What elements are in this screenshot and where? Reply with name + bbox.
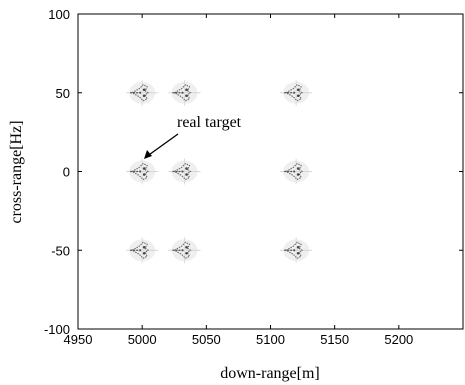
x-tick-label: 5150 bbox=[320, 332, 349, 347]
x-tick-label: 5100 bbox=[256, 332, 285, 347]
x-tick-label: 5050 bbox=[192, 332, 221, 347]
y-tick-label: 100 bbox=[48, 7, 70, 22]
target-marks bbox=[126, 79, 313, 264]
x-tick-label: 4950 bbox=[64, 332, 93, 347]
annotation-arrow-shaft bbox=[145, 133, 179, 158]
target-blob bbox=[168, 237, 201, 264]
target-blob bbox=[126, 237, 159, 264]
y-axis-label: cross-range[Hz] bbox=[8, 120, 25, 223]
y-tick-label: -100 bbox=[44, 322, 70, 337]
y-tick-label: 0 bbox=[63, 165, 70, 180]
target-blob bbox=[126, 158, 159, 185]
x-axis-label: down-range[m] bbox=[220, 365, 320, 382]
x-tick-label: 5000 bbox=[128, 332, 157, 347]
target-blob bbox=[280, 237, 313, 264]
target-blob bbox=[168, 79, 201, 106]
annotation-arrow-head bbox=[144, 150, 152, 159]
annotation-group: real target bbox=[144, 114, 242, 159]
target-blob bbox=[280, 158, 313, 185]
target-blob bbox=[126, 79, 159, 106]
axis-ticks: 4950 5000 5050 5100 5150 5200 -100 -50 0 50 100 bbox=[44, 7, 463, 347]
y-tick-label: -50 bbox=[51, 243, 70, 258]
x-tick-label: 5200 bbox=[384, 332, 413, 347]
y-tick-label: 50 bbox=[56, 86, 70, 101]
target-blob bbox=[280, 79, 313, 106]
target-blob bbox=[168, 158, 201, 185]
annotation-real-target: real target bbox=[177, 114, 242, 131]
